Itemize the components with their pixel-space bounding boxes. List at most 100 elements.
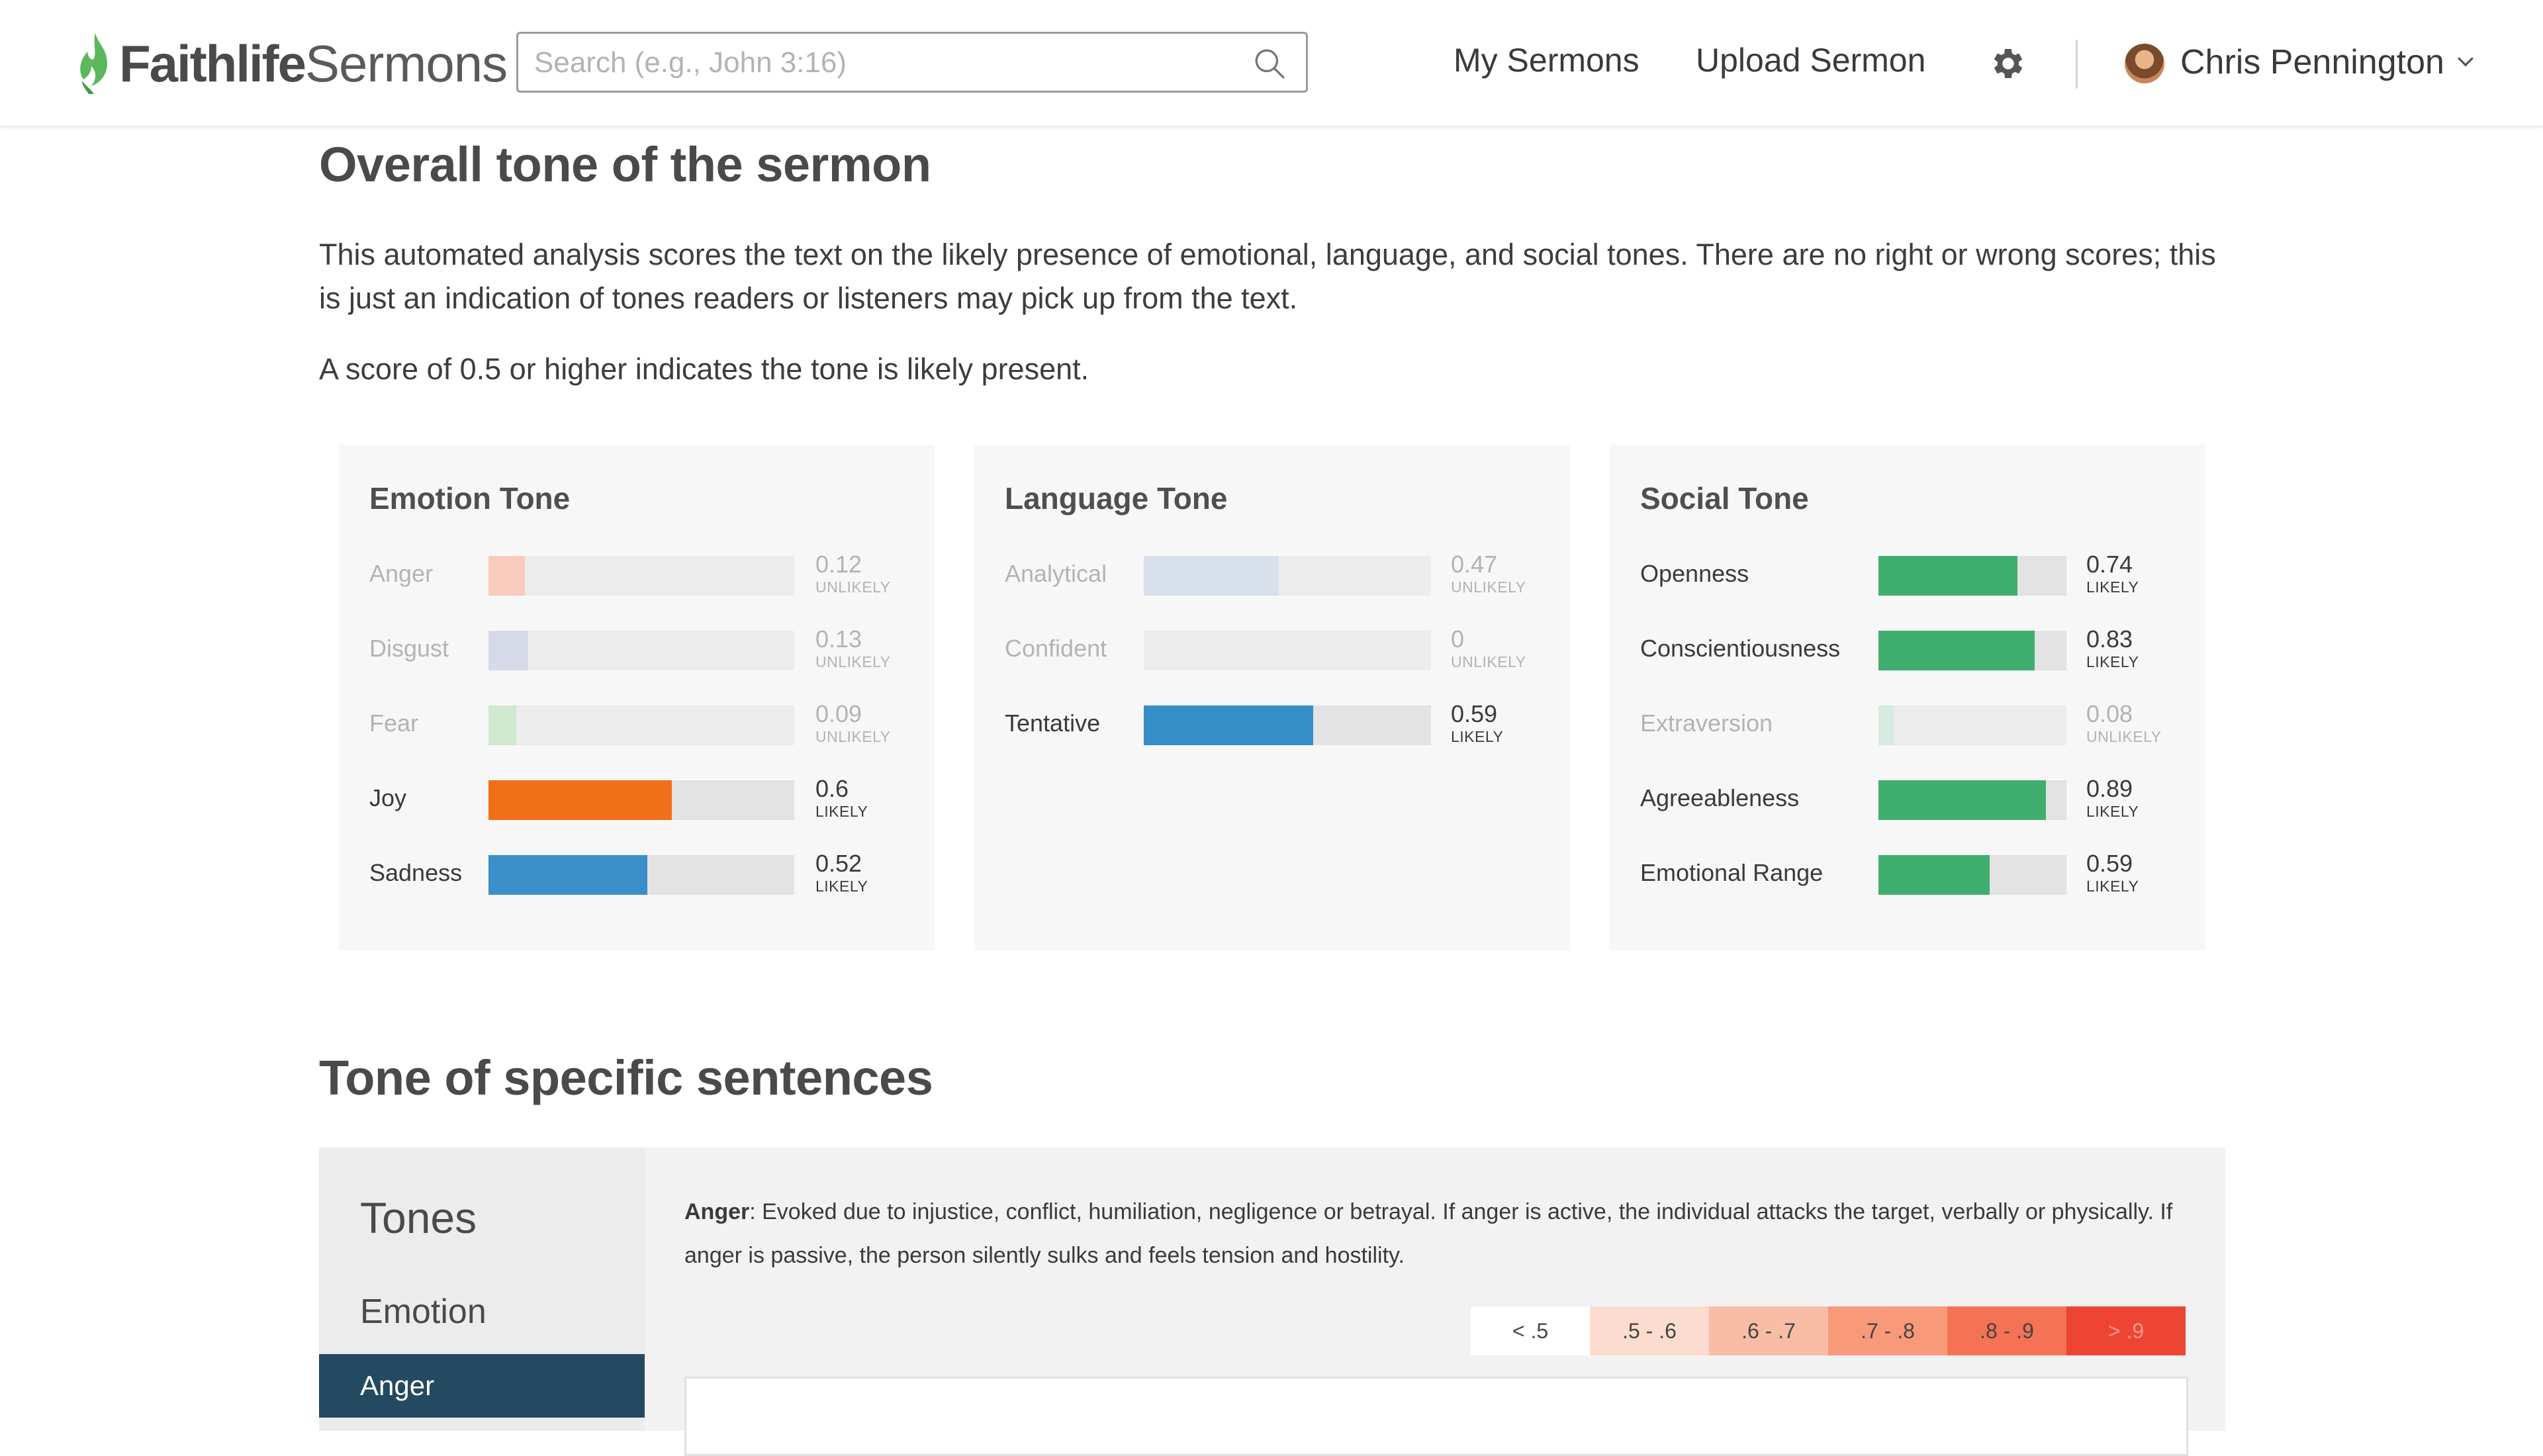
tone-score-bar <box>488 705 794 745</box>
sentence-tone-panel: Tones Emotion Anger Anger: Evoked due to… <box>319 1148 2225 1456</box>
tone-label: Tentative <box>1005 709 1101 737</box>
tone-score-value: 0.6 <box>815 775 849 802</box>
tone-label: Confident <box>1005 635 1107 662</box>
tone-row-conscientiousness: Conscientiousness 0.83 LIKELY <box>1610 625 2205 674</box>
tone-score-value: 0.59 <box>2086 850 2133 877</box>
tone-score-bar <box>1144 705 1431 745</box>
tone-label: Conscientiousness <box>1640 635 1841 662</box>
sidebar-category-emotion[interactable]: Emotion <box>360 1293 486 1331</box>
gear-icon[interactable] <box>1988 44 2028 83</box>
tone-row-joy: Joy 0.6 LIKELY <box>339 775 935 824</box>
social-tone-card: Social Tone Openness 0.74 LIKELY Conscienti… <box>1610 445 2205 950</box>
tone-score-value: 0.47 <box>1451 551 1498 578</box>
search-icon[interactable] <box>1253 47 1286 80</box>
search-box <box>516 32 1308 93</box>
tone-description: Anger: Evoked due to injustice, conflict… <box>684 1190 2187 1277</box>
search-input[interactable] <box>518 34 1250 92</box>
tone-score-fill <box>1878 556 2017 596</box>
tone-score-fill <box>488 631 528 670</box>
tone-row-confident: Confident 0 UNLIKELY <box>974 625 1570 674</box>
user-menu-name[interactable]: Chris Pennington <box>2180 43 2444 81</box>
tone-score-bar <box>1878 705 2066 745</box>
nav-upload-sermon[interactable]: Upload Sermon <box>1696 42 1926 79</box>
card-title: Emotion Tone <box>369 481 571 516</box>
tone-row-emotional-range: Emotional Range 0.59 LIKELY <box>1610 850 2205 899</box>
tone-likelihood: LIKELY <box>815 878 868 895</box>
sidebar-title: Tones <box>360 1193 477 1242</box>
tones-sidebar: Tones Emotion Anger <box>319 1148 645 1431</box>
tone-label: Emotional Range <box>1640 859 1824 886</box>
tone-score-bar <box>1144 631 1431 670</box>
tone-likelihood: UNLIKELY <box>1451 578 1526 596</box>
flame-icon <box>80 33 107 94</box>
tone-score-value: 0.59 <box>1451 700 1498 727</box>
tone-score-fill <box>1878 855 1990 895</box>
score-color-legend: < .5.5 - .6.6 - .7.7 - .8.8 - .9 > .9 <box>1471 1306 2186 1355</box>
tone-likelihood: UNLIKELY <box>815 578 891 596</box>
sentence-list-box <box>684 1377 2188 1456</box>
overall-tone-intro: This automated analysis scores the text … <box>319 238 2216 315</box>
tone-label: Sadness <box>369 859 463 886</box>
tone-likelihood: LIKELY <box>815 803 868 820</box>
tone-label: Fear <box>369 709 419 737</box>
tone-score-bar <box>488 855 794 895</box>
tone-likelihood: UNLIKELY <box>1451 653 1526 670</box>
tone-score-fill <box>1144 556 1279 596</box>
tone-score-fill <box>1878 631 2035 670</box>
legend-swatch: > .9 <box>2066 1306 2186 1355</box>
language-tone-card: Language Tone Analytical 0.47 UNLIKELY Conf… <box>974 445 1570 950</box>
sidebar-item-anger[interactable]: Anger <box>319 1354 645 1418</box>
tone-score-fill <box>488 705 516 745</box>
user-avatar[interactable] <box>2125 44 2164 83</box>
tone-score-fill <box>488 855 647 895</box>
tone-score-fill <box>1878 780 2046 820</box>
sentence-tone-heading: Tone of specific sentences <box>319 1050 933 1105</box>
brand-name-light: Sermons <box>305 34 508 93</box>
card-title: Social Tone <box>1640 481 1809 516</box>
tone-score-bar <box>1144 556 1431 596</box>
tone-score-value: 0.52 <box>815 850 862 877</box>
tone-likelihood: LIKELY <box>2086 578 2139 596</box>
threshold-note: A score of 0.5 or higher indicates the t… <box>319 352 1089 386</box>
tone-label: Disgust <box>369 635 449 662</box>
tone-score-value: 0.09 <box>815 700 862 727</box>
emotion-tone-card: Emotion Tone Anger 0.12 UNLIKELY Disgust 0.1… <box>339 445 935 950</box>
legend-swatch: .6 - .7 <box>1709 1306 1828 1355</box>
faithlife-sermons-logo[interactable]: Faithlife Sermons <box>73 30 508 97</box>
sidebar-item-label: Anger <box>360 1370 435 1401</box>
tone-row-tentative: Tentative 0.59 LIKELY <box>974 700 1570 749</box>
tone-score-bar <box>488 780 794 820</box>
tone-likelihood: UNLIKELY <box>815 728 891 745</box>
tone-description-term: Anger <box>684 1199 750 1224</box>
tone-score-bar <box>488 631 794 670</box>
tone-row-agreeableness: Agreeableness 0.89 LIKELY <box>1610 775 2205 824</box>
tone-description-text: : Evoked due to injustice, conflict, hum… <box>684 1199 2173 1268</box>
tone-row-analytical: Analytical 0.47 UNLIKELY <box>974 551 1570 600</box>
tone-label: Openness <box>1640 560 1749 587</box>
tone-row-anger: Anger 0.12 UNLIKELY <box>339 551 935 600</box>
tone-score-bar <box>488 556 794 596</box>
chevron-down-icon[interactable] <box>2457 56 2474 69</box>
overall-tone-heading: Overall tone of the sermon <box>319 137 931 192</box>
tone-label: Analytical <box>1005 560 1107 587</box>
tone-score-bar <box>1878 855 2066 895</box>
tone-score-fill <box>488 556 525 596</box>
tone-likelihood: LIKELY <box>2086 803 2139 820</box>
tone-score-value: 0.12 <box>815 551 862 578</box>
nav-divider <box>2076 40 2078 89</box>
legend-swatch: .7 - .8 <box>1828 1306 1947 1355</box>
tone-score-value: 0.08 <box>2086 700 2133 727</box>
card-title: Language Tone <box>1005 481 1228 516</box>
tone-score-value: 0.13 <box>815 625 862 653</box>
tone-score-bar <box>1878 631 2066 670</box>
tone-label: Agreeableness <box>1640 784 1800 811</box>
nav-my-sermons[interactable]: My Sermons <box>1454 42 1640 79</box>
tone-likelihood: UNLIKELY <box>815 653 891 670</box>
tone-label: Extraversion <box>1640 709 1773 737</box>
tone-row-sadness: Sadness 0.52 LIKELY <box>339 850 935 899</box>
tone-likelihood: LIKELY <box>2086 878 2139 895</box>
tone-score-value: 0.89 <box>2086 775 2133 802</box>
tone-score-value: 0 <box>1451 625 1465 653</box>
brand-name-bold: Faithlife <box>119 34 306 93</box>
legend-swatch: .5 - .6 <box>1590 1306 1709 1355</box>
